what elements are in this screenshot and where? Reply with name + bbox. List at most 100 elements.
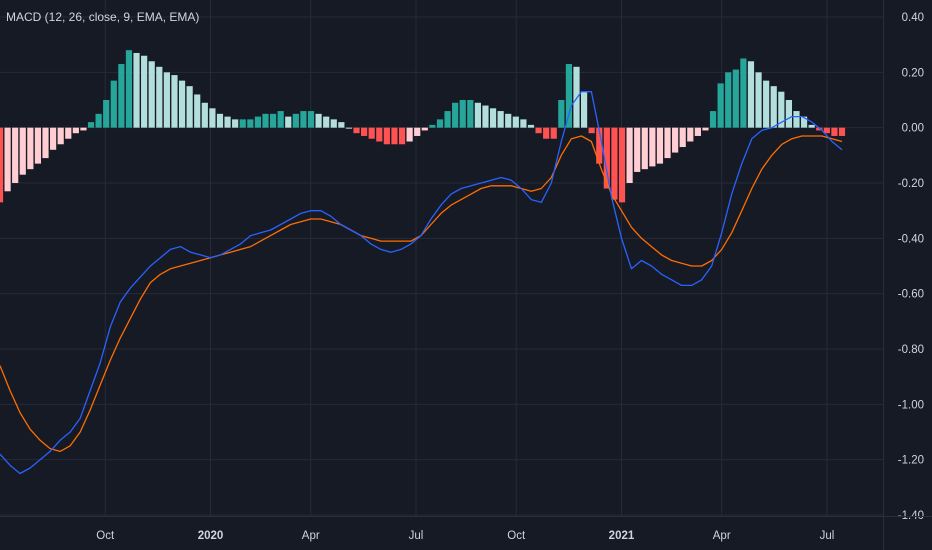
histogram-bar [285, 116, 292, 128]
histogram-bar [232, 119, 239, 128]
histogram-bar [125, 50, 133, 128]
histogram-bar [452, 102, 459, 128]
histogram-bar [505, 113, 512, 128]
histogram-bar [816, 127, 823, 131]
histogram-bar [80, 127, 87, 131]
histogram-bar [512, 116, 519, 128]
histogram-bar [580, 91, 588, 128]
histogram-bar [679, 127, 686, 148]
histogram-bar [467, 100, 474, 128]
histogram-bar [110, 80, 117, 128]
histogram-bar [641, 127, 648, 170]
histogram-bar [376, 127, 383, 142]
histogram-bar [770, 86, 777, 128]
histogram-bar [527, 124, 535, 128]
histogram-bar [785, 100, 792, 128]
x-tick-label: Jul [820, 530, 835, 542]
macd-line [0, 91, 843, 475]
histogram-bar [800, 116, 808, 128]
histogram-bar [444, 111, 451, 128]
histogram-bar [300, 111, 307, 128]
histogram-bar [201, 102, 208, 128]
histogram-bar [694, 127, 701, 136]
histogram-bar [823, 127, 830, 134]
histogram-bar [558, 100, 565, 128]
histogram-bar [194, 94, 201, 128]
histogram-bar [732, 69, 739, 128]
histogram-bar [626, 127, 633, 183]
histogram-bar [482, 105, 489, 128]
histogram-bar [603, 127, 610, 189]
histogram-bar [398, 127, 406, 145]
histogram-bar [4, 127, 11, 192]
histogram-bar [618, 127, 626, 203]
histogram-bar [12, 127, 19, 183]
y-tick-label: 0.00 [902, 123, 924, 135]
y-tick-label: -0.80 [898, 344, 924, 356]
histogram-bar [474, 102, 481, 128]
histogram-bar [307, 111, 315, 128]
histogram-bar [414, 127, 421, 136]
histogram-bar [34, 127, 42, 164]
x-tick-label: Oct [96, 530, 115, 542]
histogram-bar [148, 61, 155, 128]
histogram-bar [672, 127, 679, 153]
histogram-bar [171, 75, 178, 128]
histogram-bar [436, 119, 444, 128]
x-tick-label: Jul [409, 530, 424, 542]
histogram-bar [361, 127, 368, 136]
histogram-bar [717, 83, 724, 128]
histogram-bar [19, 127, 26, 175]
histogram-bar [27, 127, 34, 170]
y-tick-label: -1.00 [898, 399, 924, 411]
histogram-bar [57, 127, 64, 145]
indicator-title[interactable]: MACD (12, 26, close, 9, EMA, EMA) [6, 10, 200, 24]
histogram-bar [383, 127, 390, 145]
histogram-bar [429, 124, 436, 128]
histogram-bar [497, 111, 504, 128]
histogram-bar [262, 113, 269, 128]
histogram-bar [535, 127, 542, 134]
histogram-bar [588, 127, 595, 134]
histogram-bar [345, 127, 353, 129]
histogram-bar [649, 127, 656, 167]
histogram-bar [838, 127, 846, 136]
histogram-bar [573, 66, 580, 128]
y-tick-label: -1.20 [898, 455, 924, 467]
histogram-bar [133, 52, 140, 128]
y-tick-label: -0.60 [898, 289, 924, 301]
histogram-bar [520, 119, 527, 128]
x-tick-label: Oct [507, 530, 526, 542]
histogram-bar [406, 127, 413, 142]
y-tick-label: 0.40 [902, 12, 924, 24]
histogram-bar [489, 108, 497, 128]
histogram-bar [277, 111, 284, 128]
histogram-bar [224, 116, 231, 128]
histogram-bar [611, 127, 618, 200]
histogram-bar [709, 111, 717, 128]
histogram-bar [178, 80, 186, 128]
histogram-bar [747, 61, 755, 128]
histogram-bar [103, 100, 110, 128]
histogram-bar [565, 64, 573, 128]
histogram-bar [209, 108, 216, 128]
histogram-bar [459, 100, 466, 128]
histogram-bar [391, 127, 398, 145]
histogram-bar [338, 122, 345, 128]
histogram-bar [315, 113, 322, 128]
y-tick-label: -0.20 [898, 178, 924, 190]
x-tick-label: Apr [302, 530, 320, 542]
x-tick-label: Apr [713, 530, 731, 542]
histogram-bar [656, 127, 664, 164]
histogram-bar [755, 72, 762, 128]
histogram-bar [831, 127, 838, 136]
histogram-bar [323, 116, 330, 128]
y-tick-label: 0.20 [902, 67, 924, 79]
histogram-bar [808, 124, 815, 128]
histogram-bar [163, 72, 170, 128]
histogram-bar [421, 127, 428, 131]
histogram-bar [156, 66, 163, 128]
histogram-bar [95, 113, 102, 128]
histogram-bar [543, 127, 550, 139]
